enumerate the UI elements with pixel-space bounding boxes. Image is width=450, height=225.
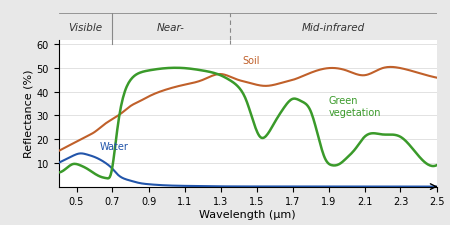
Text: Mid-infrared: Mid-infrared <box>302 23 364 33</box>
Text: Green
vegetation: Green vegetation <box>328 96 381 118</box>
Text: Soil: Soil <box>242 56 260 66</box>
Text: Water: Water <box>100 141 129 151</box>
Text: Near-: Near- <box>157 23 185 33</box>
X-axis label: Wavelength (μm): Wavelength (μm) <box>199 209 296 219</box>
Text: Visible: Visible <box>68 23 103 33</box>
Y-axis label: Reflectance (%): Reflectance (%) <box>23 70 34 158</box>
